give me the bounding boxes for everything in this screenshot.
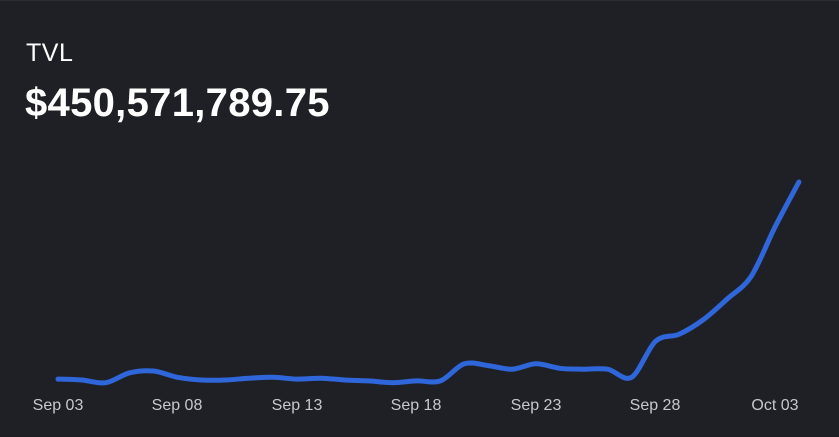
x-tick-label: Sep 13 [272, 397, 323, 414]
line-layer [55, 179, 802, 386]
data-point [630, 375, 634, 379]
metric-value: $450,571,789.75 [25, 81, 330, 125]
x-tick-label: Sep 18 [391, 397, 442, 414]
data-point [510, 367, 514, 371]
data-point [486, 364, 490, 368]
data-point [677, 332, 681, 336]
data-point [701, 318, 705, 322]
data-point [558, 366, 562, 370]
data-point [319, 376, 323, 380]
data-point [438, 379, 442, 383]
x-tick-label: Sep 08 [152, 397, 203, 414]
data-point [152, 369, 156, 373]
x-tick-label: Sep 03 [33, 397, 84, 414]
data-point [295, 377, 299, 381]
data-point [176, 375, 180, 379]
data-point [56, 377, 60, 381]
tvl-series-line [55, 179, 802, 386]
x-tick-label: Oct 03 [751, 397, 798, 414]
data-point [462, 362, 466, 366]
data-point [223, 378, 227, 382]
data-point [725, 297, 729, 301]
data-point [199, 378, 203, 382]
x-tick-label: Sep 28 [630, 397, 681, 414]
data-point [415, 379, 419, 383]
data-point [80, 378, 84, 382]
x-tick-label: Sep 23 [511, 397, 562, 414]
data-point [582, 367, 586, 371]
data-point [271, 375, 275, 379]
data-point [797, 180, 801, 184]
data-point [654, 339, 658, 343]
data-point [749, 275, 753, 279]
data-point [247, 376, 251, 380]
data-point [773, 225, 777, 229]
data-point [367, 379, 371, 383]
data-point [128, 371, 132, 375]
data-point [391, 381, 395, 385]
data-point [606, 367, 610, 371]
x-axis-ticks: Sep 03 Sep 08 Sep 13 Sep 18 Sep 23 Sep 28 Oct … [33, 397, 799, 414]
data-point [343, 378, 347, 382]
data-point [104, 381, 108, 385]
data-point [534, 362, 538, 366]
metric-label: TVL [26, 39, 74, 67]
